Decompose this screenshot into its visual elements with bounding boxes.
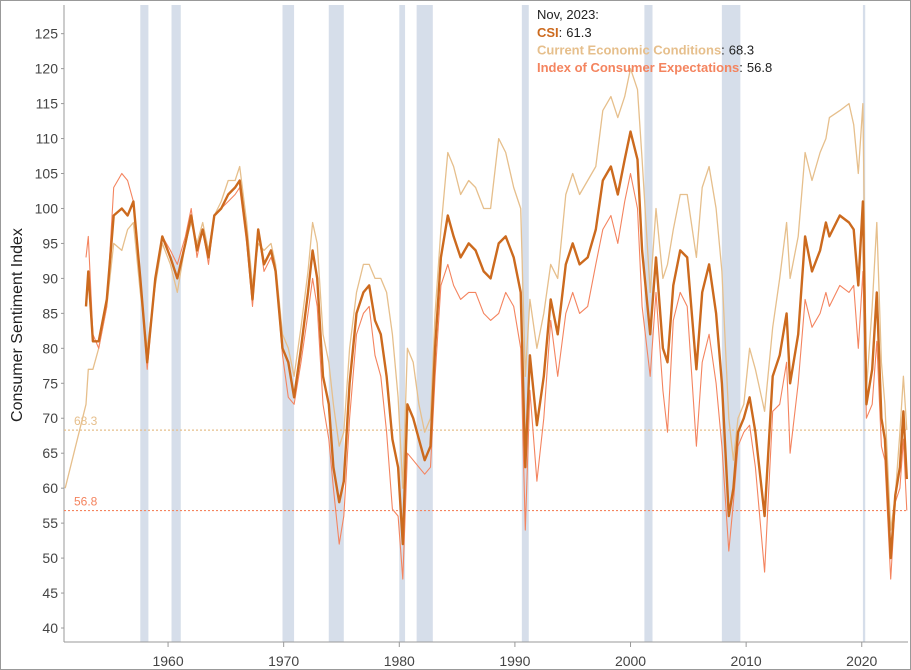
tooltip-item: Current Economic Conditions: 68.3 (537, 43, 754, 58)
y-tick-label: 40 (42, 620, 58, 636)
y-tick-label: 60 (42, 480, 58, 496)
recession-band (282, 5, 295, 642)
recession-band (328, 5, 344, 642)
y-tick-label: 65 (42, 445, 58, 461)
y-tick-label: 50 (42, 550, 58, 566)
tooltip-separator: : (739, 60, 743, 75)
tooltip-separator: : (559, 25, 563, 40)
y-tick-label: 70 (42, 410, 58, 426)
tooltip-series-name: Current Economic Conditions (537, 43, 721, 58)
tooltip-series-name: Index of Consumer Expectations (537, 60, 739, 75)
tooltip-separator: : (721, 43, 725, 58)
y-tick-label: 85 (42, 305, 58, 321)
y-tick-label: 125 (35, 26, 59, 42)
x-tick-label: 1970 (268, 653, 299, 669)
tooltip-value: 68.3 (729, 43, 754, 58)
tooltip-item: Index of Consumer Expectations: 56.8 (537, 60, 772, 75)
recession-band (416, 5, 433, 642)
y-axis-label: Consumer Sentiment Index (9, 228, 26, 422)
y-tick-label: 55 (42, 515, 58, 531)
y-tick-label: 90 (42, 270, 58, 286)
y-tick-label: 45 (42, 585, 58, 601)
x-tick-label: 1960 (152, 653, 183, 669)
x-tick-label: 1980 (384, 653, 415, 669)
tooltip-series-name: CSI (537, 25, 559, 40)
y-tick-label: 120 (35, 61, 59, 77)
y-tick-label: 80 (42, 340, 58, 356)
x-tick-label: 2010 (731, 653, 762, 669)
series-line (84, 130, 908, 560)
y-tick-label: 105 (35, 166, 59, 182)
y-tick-label: 110 (36, 131, 59, 147)
x-tick-label: 1990 (499, 653, 530, 669)
series-line (85, 172, 908, 580)
y-tick-label: 95 (42, 235, 58, 251)
reference-label: 68.3 (74, 414, 98, 428)
recession-band (171, 5, 181, 642)
y-tick-label: 100 (35, 200, 59, 216)
x-tick-label: 2020 (846, 653, 877, 669)
tooltip-value: 56.8 (747, 60, 772, 75)
tooltip-title: Nov, 2023: (537, 7, 599, 22)
y-tick-label: 115 (36, 96, 59, 112)
y-tick-label: 75 (42, 375, 58, 391)
reference-label: 56.8 (74, 495, 98, 509)
series-line (64, 67, 908, 531)
tooltip-item: CSI: 61.3 (537, 25, 592, 40)
recession-band (521, 5, 529, 642)
tooltip-value: 61.3 (566, 25, 591, 40)
recession-band (399, 5, 406, 642)
x-tick-label: 2000 (615, 653, 646, 669)
